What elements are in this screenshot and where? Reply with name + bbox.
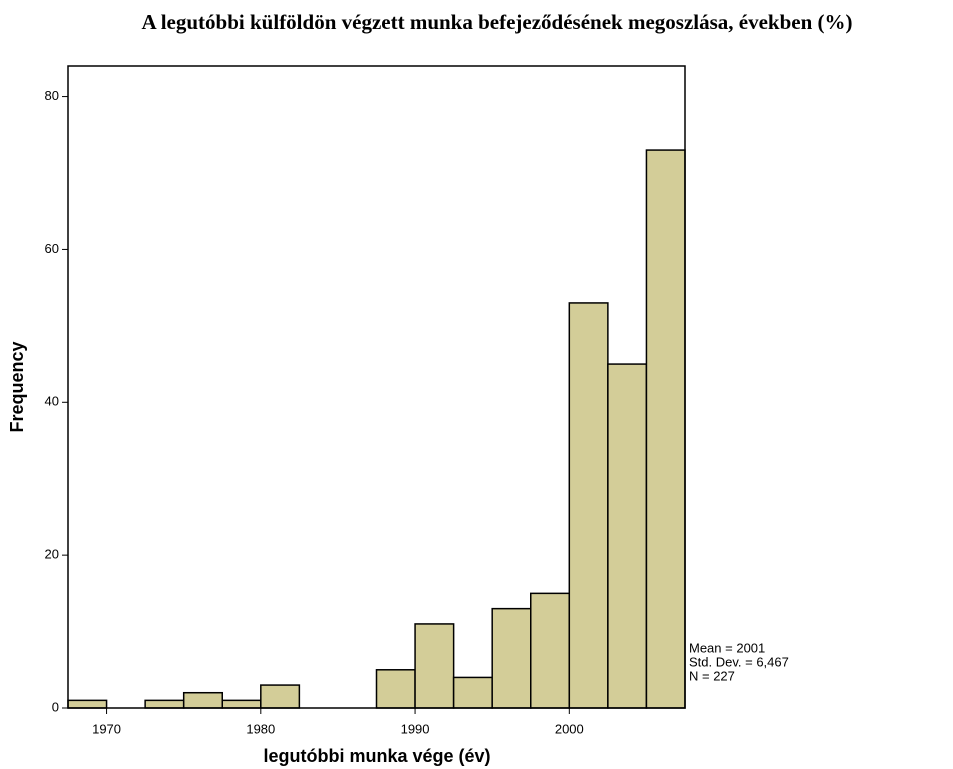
x-tick-label: 1980 <box>246 721 275 736</box>
bar <box>144 699 185 709</box>
x-tick-label: 1970 <box>92 721 121 736</box>
bar <box>607 363 648 709</box>
x-tick-label: 2000 <box>555 721 584 736</box>
bar <box>260 684 301 709</box>
bar <box>182 691 223 709</box>
x-tick-label: 1990 <box>401 721 430 736</box>
y-tick-label: 40 <box>45 394 59 409</box>
bar <box>452 676 493 709</box>
bar <box>530 592 571 709</box>
bar <box>645 149 686 709</box>
bar <box>221 699 262 709</box>
y-tick-label: 60 <box>45 241 59 256</box>
bar <box>67 699 108 709</box>
x-axis-label: legutóbbi munka vége (év) <box>263 746 490 766</box>
stat-annotation: Std. Dev. = 6,467 <box>689 654 789 669</box>
bar <box>491 607 532 709</box>
bar <box>568 302 609 709</box>
y-tick-label: 80 <box>45 88 59 103</box>
bar <box>375 669 416 709</box>
y-tick-label: 20 <box>45 547 59 562</box>
chart-title: A legutóbbi külföldön végzett munka befe… <box>141 10 852 34</box>
plot-frame <box>67 65 686 709</box>
stat-annotation: Mean = 2001 <box>689 640 765 655</box>
y-axis-label: Frequency <box>7 341 27 432</box>
stat-annotation: N = 227 <box>689 668 735 683</box>
bar <box>414 623 455 709</box>
y-tick-label: 0 <box>52 699 59 714</box>
